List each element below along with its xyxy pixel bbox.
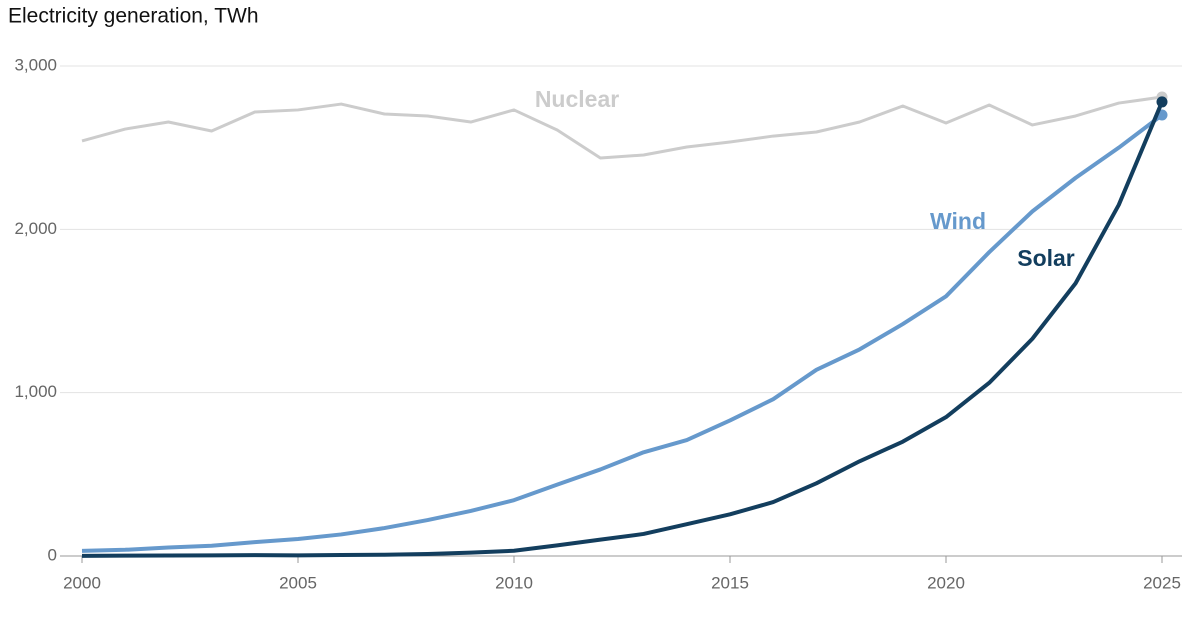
end-dot [1156,96,1168,108]
x-tick-label: 2010 [495,573,533,592]
chart-title: Electricity generation, TWh [8,5,259,28]
y-tick-label: 2,000 [14,219,57,238]
x-tick-label: 2000 [63,573,101,592]
x-tick-label: 2020 [927,573,965,592]
x-tick-label: 2025 [1143,573,1181,592]
series-label: Nuclear [535,86,619,112]
y-tick-label: 0 [48,545,57,564]
x-tick-label: 2015 [711,573,749,592]
series-label: Solar [1017,245,1075,271]
x-tick-label: 2005 [279,573,317,592]
series-line [81,101,1164,558]
y-tick-label: 3,000 [14,55,57,74]
series-line [81,95,1163,160]
series-line [81,113,1164,553]
y-tick-label: 1,000 [14,382,57,401]
series-label: Wind [930,208,986,234]
